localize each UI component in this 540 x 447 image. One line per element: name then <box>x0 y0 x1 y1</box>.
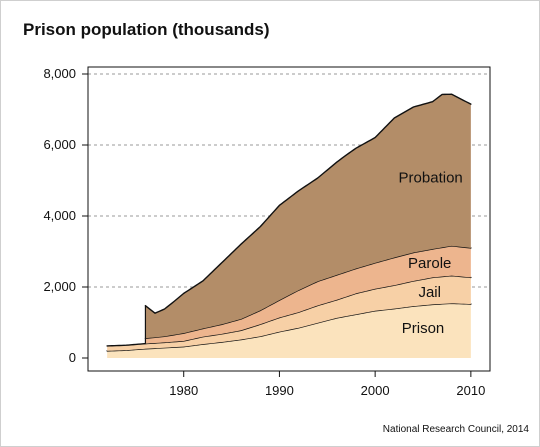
axes: 0 2,000 4,000 6,000 8,000 1980 1990 2000 2010 <box>43 66 491 398</box>
series-label-jail: Jail <box>418 284 441 301</box>
x-tick-label-2010: 2010 <box>456 383 485 398</box>
y-tick-label-4000: 4,000 <box>43 208 76 223</box>
y-tick-label-0: 0 <box>69 350 76 365</box>
area-jail <box>107 275 471 351</box>
series-label-parole: Parole <box>408 255 451 272</box>
area-prison <box>107 303 471 358</box>
plot-frame <box>87 66 491 372</box>
x-tick-label-1980: 1980 <box>169 383 198 398</box>
series-label-probation: Probation <box>399 169 463 186</box>
source-note: National Research Council, 2014 <box>382 424 529 435</box>
x-tick-label-2000: 2000 <box>361 383 390 398</box>
series-labels: Prison Jail Parole Probation <box>399 169 463 337</box>
area-parole <box>145 245 471 344</box>
series-areas <box>106 93 472 358</box>
y-tick-label-8000: 8,000 <box>43 66 76 81</box>
chart-title: Prison population (thousands) <box>23 20 270 39</box>
area-probation <box>145 94 471 339</box>
line-probation <box>144 93 472 314</box>
series-label-prison: Prison <box>402 320 445 337</box>
y-tick-label-2000: 2,000 <box>43 279 76 294</box>
x-tick-label-1990: 1990 <box>265 383 294 398</box>
y-tick-label-6000: 6,000 <box>43 137 76 152</box>
